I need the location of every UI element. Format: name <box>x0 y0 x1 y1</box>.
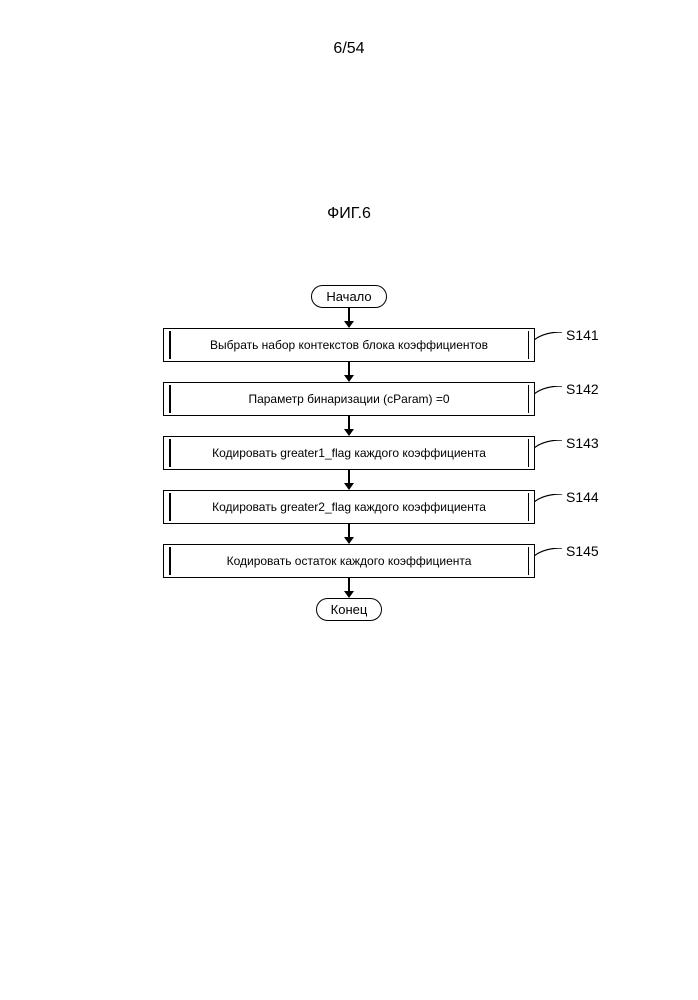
step-label: S145 <box>566 543 599 559</box>
terminal-start: Начало <box>311 285 386 308</box>
step-label: S144 <box>566 489 599 505</box>
flowchart: Начало Выбрать набор контекстов блока ко… <box>0 285 698 621</box>
label-leader <box>534 332 562 342</box>
step-label: S141 <box>566 327 599 343</box>
process-text: Кодировать greater1_flag каждого коэффиц… <box>212 446 486 460</box>
arrow <box>344 524 354 544</box>
figure-title: ФИГ.6 <box>0 205 698 223</box>
process-step: Выбрать набор контекстов блока коэффицие… <box>163 328 535 362</box>
process-text: Параметр бинаризации (cParam) =0 <box>248 392 449 406</box>
step-label: S143 <box>566 435 599 451</box>
label-leader <box>534 440 562 450</box>
process-step: Параметр бинаризации (cParam) =0 S142 <box>163 382 535 416</box>
label-leader <box>534 386 562 396</box>
process-step: Кодировать greater1_flag каждого коэффиц… <box>163 436 535 470</box>
process-text: Кодировать greater2_flag каждого коэффиц… <box>212 500 486 514</box>
process-step: Кодировать greater2_flag каждого коэффиц… <box>163 490 535 524</box>
label-leader <box>534 548 562 558</box>
arrow <box>344 578 354 598</box>
process-step: Кодировать остаток каждого коэффициента … <box>163 544 535 578</box>
page: 6/54 ФИГ.6 Начало Выбрать набор контекст… <box>0 0 698 1000</box>
arrow <box>344 470 354 490</box>
arrow <box>344 308 354 328</box>
process-text: Выбрать набор контекстов блока коэффицие… <box>210 338 488 352</box>
terminal-end: Конец <box>316 598 383 621</box>
arrow <box>344 362 354 382</box>
step-label: S142 <box>566 381 599 397</box>
process-text: Кодировать остаток каждого коэффициента <box>227 554 472 568</box>
label-leader <box>534 494 562 504</box>
arrow <box>344 416 354 436</box>
page-number: 6/54 <box>0 40 698 58</box>
